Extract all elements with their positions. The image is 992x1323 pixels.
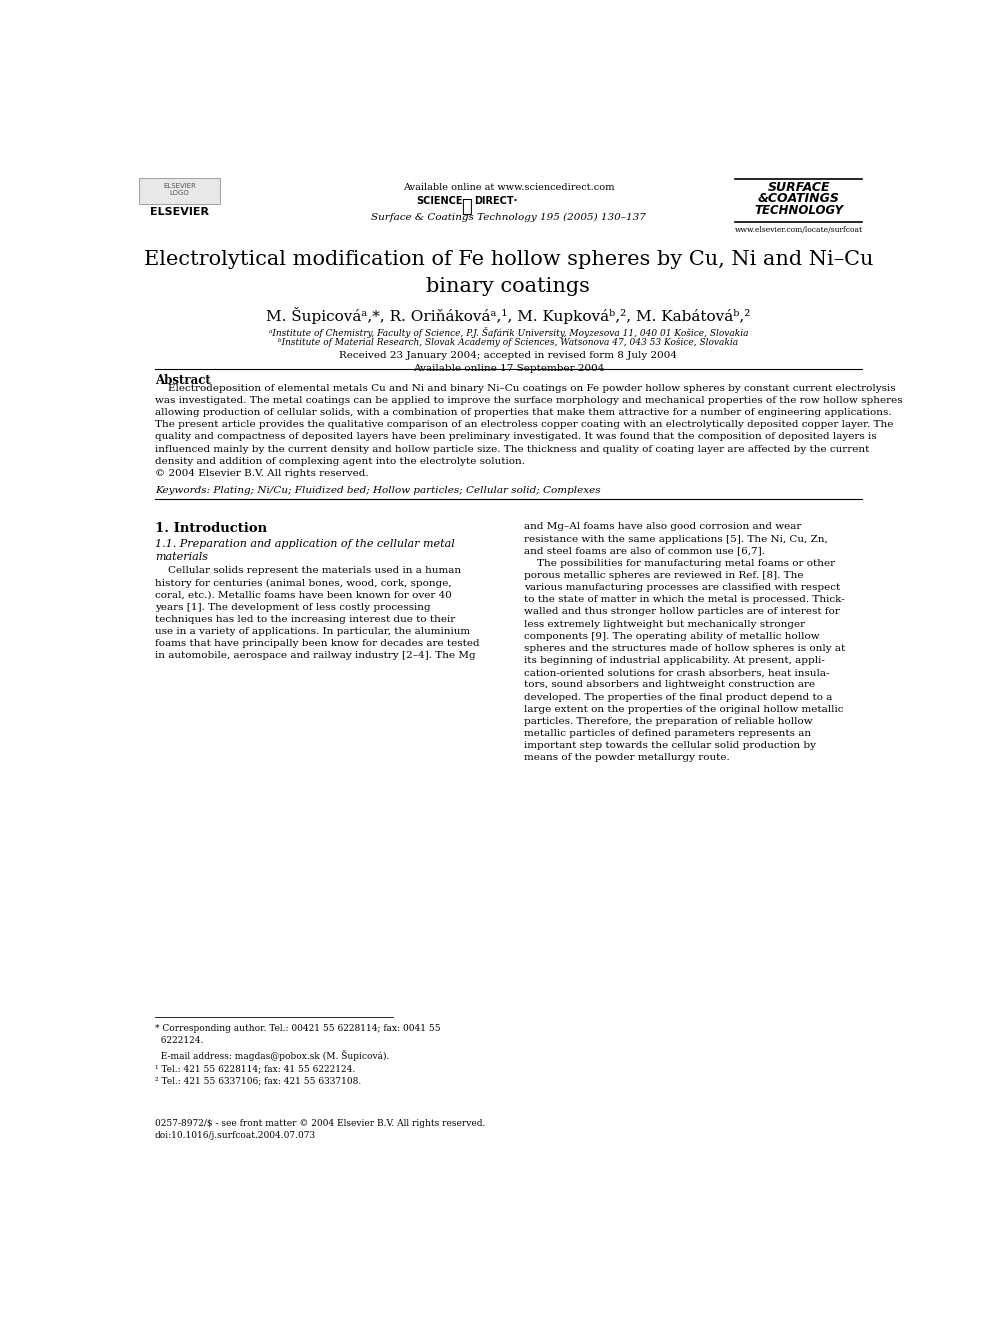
Text: ᵇInstitute of Material Research, Slovak Academy of Sciences, Watsonova 47, 043 5: ᵇInstitute of Material Research, Slovak … [279,337,738,347]
Text: 0257-8972/$ - see front matter © 2004 Elsevier B.V. All rights reserved.: 0257-8972/$ - see front matter © 2004 El… [155,1119,485,1129]
Text: and Mg–Al foams have also good corrosion and wear
resistance with the same appli: and Mg–Al foams have also good corrosion… [524,523,845,762]
Text: SURFACE: SURFACE [768,181,830,194]
Text: Available online at www.sciencedirect.com: Available online at www.sciencedirect.co… [403,183,614,192]
Text: Surface & Coatings Technology 195 (2005) 130–137: Surface & Coatings Technology 195 (2005)… [371,213,646,222]
FancyBboxPatch shape [139,179,220,204]
Text: ELSEVIER: ELSEVIER [150,206,209,217]
Text: www.elsevier.com/locate/surfcoat: www.elsevier.com/locate/surfcoat [735,226,863,234]
Text: 1. Introduction: 1. Introduction [155,523,267,536]
Text: ⓐ: ⓐ [460,198,471,217]
Text: SCIENCE: SCIENCE [416,196,462,206]
Text: Keywords: Plating; Ni/Cu; Fluidized bed; Hollow particles; Cellular solid; Compl: Keywords: Plating; Ni/Cu; Fluidized bed;… [155,486,600,495]
Text: * Corresponding author. Tel.: 00421 55 6228114; fax: 0041 55
  6222124.
  E-mail: * Corresponding author. Tel.: 00421 55 6… [155,1024,440,1086]
Text: M. Šupicováᵃ,*, R. Oriňákováᵃ,¹, M. Kupkováᵇ,², M. Kabátováᵇ,²: M. Šupicováᵃ,*, R. Oriňákováᵃ,¹, M. Kupk… [266,307,751,324]
Text: Cellular solids represent the materials used in a human
history for centuries (a: Cellular solids represent the materials … [155,566,479,660]
Text: &COATINGS: &COATINGS [758,192,840,205]
Text: Electrodeposition of elemental metals Cu and Ni and binary Ni–Cu coatings on Fe : Electrodeposition of elemental metals Cu… [155,384,903,478]
Text: ᵃInstitute of Chemistry, Faculty of Science, P.J. Šafárik University, Moyzesova : ᵃInstitute of Chemistry, Faculty of Scie… [269,327,748,337]
Text: DIRECT·: DIRECT· [474,196,517,206]
Text: doi:10.1016/j.surfcoat.2004.07.073: doi:10.1016/j.surfcoat.2004.07.073 [155,1131,315,1139]
Text: Received 23 January 2004; accepted in revised form 8 July 2004
Available online : Received 23 January 2004; accepted in re… [339,352,678,373]
Text: Abstract: Abstract [155,373,210,386]
Text: ELSEVIER
LOGO: ELSEVIER LOGO [163,183,195,196]
Text: TECHNOLOGY: TECHNOLOGY [755,204,843,217]
Text: 1.1. Preparation and application of the cellular metal
materials: 1.1. Preparation and application of the … [155,538,454,562]
Text: Electrolytical modification of Fe hollow spheres by Cu, Ni and Ni–Cu
binary coat: Electrolytical modification of Fe hollow… [144,250,873,296]
